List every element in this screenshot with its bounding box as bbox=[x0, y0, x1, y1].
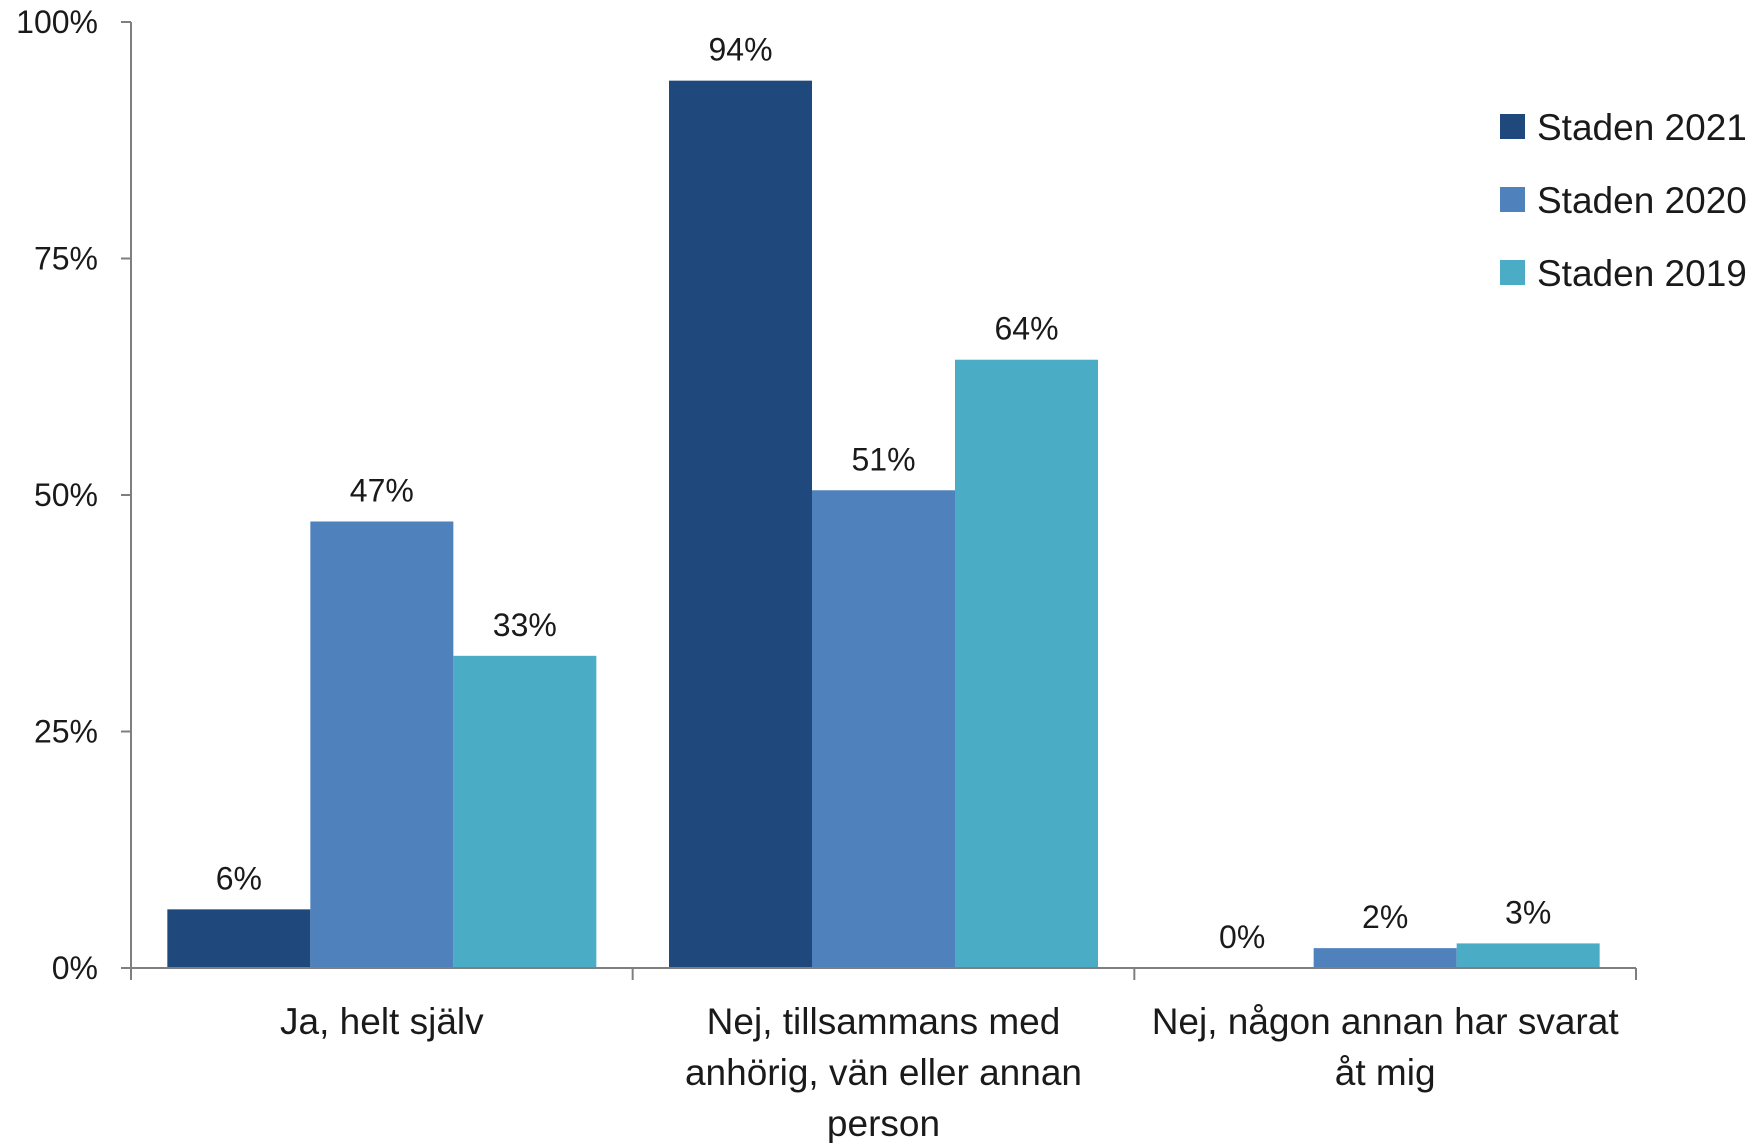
bar bbox=[812, 490, 955, 968]
data-label: 0% bbox=[1219, 919, 1265, 955]
data-label: 64% bbox=[994, 311, 1058, 347]
legend-label: Staden 2019 bbox=[1537, 253, 1747, 294]
y-tick-label: 75% bbox=[34, 241, 98, 277]
category-label: Nej, någon annan har svarat bbox=[1152, 1001, 1620, 1042]
y-tick-label: 0% bbox=[52, 950, 98, 986]
y-tick-label: 50% bbox=[34, 477, 98, 513]
bar bbox=[453, 655, 597, 968]
bars-layer bbox=[167, 80, 1600, 969]
bar bbox=[669, 80, 812, 969]
y-tick-label: 100% bbox=[16, 4, 98, 40]
data-label: 6% bbox=[216, 860, 262, 896]
category-label: person bbox=[827, 1103, 940, 1143]
data-label: 51% bbox=[851, 441, 915, 477]
bar bbox=[1313, 948, 1457, 968]
data-label: 47% bbox=[350, 472, 414, 508]
category-label: Nej, tillsammans med bbox=[707, 1001, 1061, 1042]
category-label: anhörig, vän eller annan bbox=[685, 1052, 1082, 1093]
legend-label: Staden 2020 bbox=[1537, 180, 1747, 221]
bar bbox=[955, 359, 1098, 968]
legend-swatch bbox=[1500, 260, 1525, 285]
data-label: 94% bbox=[708, 32, 772, 68]
y-tick-label: 25% bbox=[34, 714, 98, 750]
data-label: 33% bbox=[493, 607, 557, 643]
bar bbox=[167, 909, 311, 968]
legend-label: Staden 2021 bbox=[1537, 107, 1747, 148]
legend-swatch bbox=[1500, 114, 1525, 139]
legend-swatch bbox=[1500, 187, 1525, 212]
category-label: åt mig bbox=[1335, 1052, 1436, 1093]
labels-layer: 6% 94% 0% 47% 51% 2% 33% 64% 3% Ja, helt själv Nej… bbox=[216, 32, 1620, 1144]
data-label: 2% bbox=[1362, 899, 1408, 935]
data-label: 3% bbox=[1505, 894, 1551, 930]
legend: Staden 2021 Staden 2020 Staden 2019 bbox=[1500, 107, 1747, 294]
bar bbox=[310, 521, 454, 968]
category-label: Ja, helt själv bbox=[280, 1001, 484, 1042]
axes-layer: 0% 25% 50% 75% 100% bbox=[16, 4, 1637, 986]
bar bbox=[1456, 943, 1600, 968]
